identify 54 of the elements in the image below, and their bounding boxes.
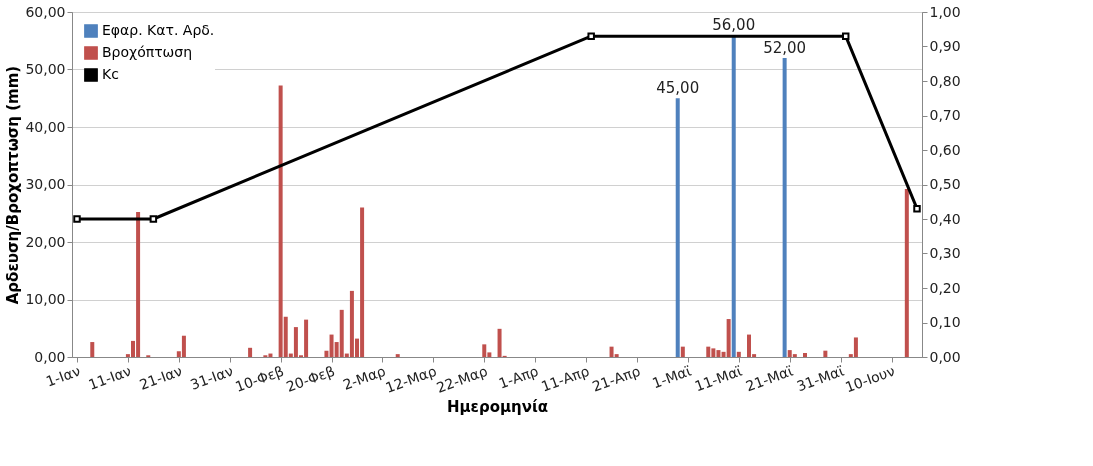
legend-label: Εφαρ. Κατ. Αρδ. xyxy=(102,22,215,38)
y-tick-label: 30,00 xyxy=(25,176,66,192)
x-tick-label: 31-Ιαν xyxy=(188,362,236,393)
y2-tick-label: 0,70 xyxy=(929,107,961,123)
y2-tick-label: 0,30 xyxy=(929,245,961,261)
y-tick-label: 20,00 xyxy=(25,233,66,250)
x-tick-label: 1-Μαϊ xyxy=(650,362,694,392)
point xyxy=(841,32,850,40)
y2-tick-label: 0,60 xyxy=(929,141,961,158)
bar xyxy=(823,350,828,357)
point xyxy=(587,32,595,40)
bar xyxy=(675,98,680,357)
bar xyxy=(324,350,329,357)
y2-tick-label: 0,50 xyxy=(929,176,961,192)
y-tick-label: 40,00 xyxy=(25,118,66,135)
y2-tick-label: 0,00 xyxy=(929,348,961,365)
x-tick-label: 21-Ιαν xyxy=(137,362,185,393)
bar xyxy=(853,337,858,357)
point xyxy=(149,215,158,223)
y-axis-title: Αρδευση/Βροχοπτωση (mm) xyxy=(4,65,23,305)
bar xyxy=(706,346,711,357)
bar xyxy=(904,189,909,357)
y2-tick-label: 0,10 xyxy=(929,314,961,330)
data-label: 45,00 xyxy=(656,79,700,98)
x-tick-label: 21-Απρ xyxy=(590,362,643,395)
x-tick-label: 11-Απρ xyxy=(539,362,592,395)
y-tick-label: 60,00 xyxy=(25,3,66,20)
y-tick-label: 0,00 xyxy=(34,348,66,365)
bar xyxy=(181,335,186,357)
data-label: 52,00 xyxy=(763,39,807,57)
y2-tick-label: 0,20 xyxy=(929,279,961,296)
bar xyxy=(731,35,736,357)
y2-tick-label: 0,40 xyxy=(929,210,961,227)
bar xyxy=(680,346,685,357)
bar xyxy=(726,319,731,357)
y2-tick-label: 0,80 xyxy=(929,72,961,89)
legend-label: Βροχόπτωση xyxy=(102,44,193,60)
y2-tick-label: 1,00 xyxy=(929,3,961,20)
bar xyxy=(736,351,741,357)
point xyxy=(73,215,81,223)
x-tick-label: 1-Απρ xyxy=(496,362,541,392)
y2-tick-label: 0,90 xyxy=(929,38,961,54)
bar xyxy=(803,352,807,357)
y-tick-label: 50,00 xyxy=(25,61,66,77)
y-tick-label: 10,00 xyxy=(25,291,66,307)
x-axis-title: Ημερομηνία xyxy=(446,397,549,416)
bar xyxy=(792,354,797,357)
bar xyxy=(248,347,253,357)
legend-label: Kc xyxy=(102,66,119,82)
bar xyxy=(782,58,787,357)
data-label: 56,00 xyxy=(712,16,756,34)
bar xyxy=(90,342,95,357)
point xyxy=(913,204,921,213)
x-tick-label: 11-Ιαν xyxy=(86,362,134,393)
